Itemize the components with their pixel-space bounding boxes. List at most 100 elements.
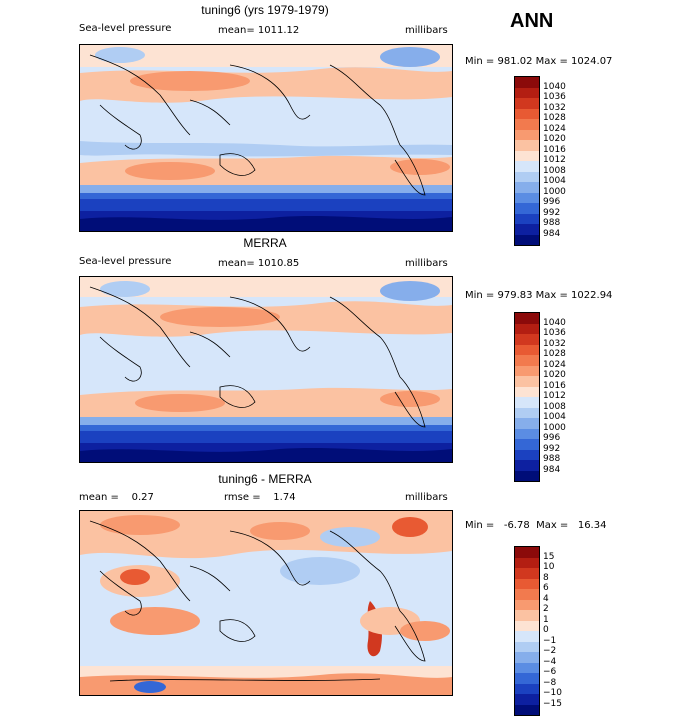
panel3-title: tuning6 - MERRA — [218, 472, 312, 486]
panel1-colorbar-swatch — [515, 98, 539, 109]
panel3-colorbar-swatch — [515, 652, 539, 663]
panel1-colorbar-tick-label: 1012 — [543, 155, 566, 165]
panel3-colorbar-tick-label: 2 — [543, 604, 549, 614]
panel1-colorbar-tick-label: 996 — [543, 197, 561, 207]
panel1-map-field — [80, 45, 452, 231]
panel2-title: MERRA — [243, 236, 287, 250]
panel3-colorbar-tick-label: 4 — [543, 593, 549, 604]
panel3-colorbar-swatch — [515, 589, 539, 600]
panel2-colorbar-tick-label: 1024 — [543, 359, 566, 370]
panel3-colorbar-tick-label: 6 — [543, 583, 549, 593]
panel3-colorbar-swatch — [515, 610, 539, 621]
panel1-colorbar-tick-label: 988 — [543, 218, 561, 228]
panel2-colorbar-swatch — [515, 460, 539, 471]
panel2-colorbar-swatch — [515, 397, 539, 408]
panel2-minmax: Min = 979.83 Max = 1022.94 — [465, 290, 613, 301]
panel2-colorbar-swatch — [515, 365, 539, 376]
panel2-colorbar-swatch — [515, 376, 539, 387]
panel2-colorbar-tick-label: 992 — [543, 443, 561, 454]
panel1-colorbar-tick-label: 984 — [543, 228, 561, 239]
panel1-colorbar-swatch — [515, 213, 539, 224]
panel2-colorbar-tick-label: 1020 — [543, 370, 566, 380]
panel2-colorbar-swatch — [515, 334, 539, 345]
panel2-colorbar-swatch — [515, 439, 539, 450]
panel1-mean-label: mean= 1011.12 — [218, 25, 300, 36]
panel1-colorbar-swatch — [515, 129, 539, 140]
panel2-colorbar-swatch — [515, 313, 539, 324]
panel3-units-label: millibars — [405, 492, 448, 503]
panel2-colorbar-tick-label: 996 — [543, 433, 561, 443]
panel2-colorbar-tick-label: 1008 — [543, 401, 566, 412]
panel3-mean-label: mean = 0.27 — [79, 492, 154, 503]
panel2-colorbar-swatch — [515, 355, 539, 366]
panel3-colorbar-swatch — [515, 620, 539, 631]
panel2-map — [79, 276, 453, 463]
panel2-colorbar-swatch — [515, 323, 539, 334]
panel3-colorbar-tick-label: 1 — [543, 614, 549, 625]
panel1-units-label: millibars — [405, 25, 448, 36]
panel1-colorbar-swatch — [515, 182, 539, 193]
panel3-map — [79, 510, 453, 696]
panel1-colorbar-tick-label: 1008 — [543, 165, 566, 176]
panel1-map — [79, 44, 453, 232]
panel2-colorbar-tick-label: 1012 — [543, 391, 566, 401]
panel3-colorbar-tick-label: 10 — [543, 562, 555, 572]
panel2-colorbar-swatch — [515, 386, 539, 397]
panel3-colorbar-tick-label: −1 — [543, 635, 557, 646]
panel3-colorbar-tick-label: 8 — [543, 572, 549, 583]
panel1-colorbar-swatch — [515, 192, 539, 203]
panel3-colorbar-swatch — [515, 547, 539, 558]
panel2-colorbar-tick-label: 1016 — [543, 380, 566, 391]
panel1-colorbar-tick-label: 1000 — [543, 186, 566, 197]
panel3-colorbar-swatch — [515, 578, 539, 589]
panel3-colorbar-tick-label: −6 — [543, 667, 557, 677]
panel1-colorbar-tick-label: 1036 — [543, 92, 566, 102]
panel3-colorbar-swatch — [515, 694, 539, 705]
panel1-colorbar-tick-label: 1016 — [543, 144, 566, 155]
panel1-colorbar-swatch — [515, 87, 539, 98]
panel2-colorbar — [514, 312, 540, 482]
panel3-minmax: Min = -6.78 Max = 16.34 — [465, 520, 607, 531]
panel3-colorbar-tick-label: 15 — [543, 551, 555, 562]
panel1-colorbar-swatch — [515, 161, 539, 172]
panel1-colorbar-swatch — [515, 140, 539, 151]
panel1-title: tuning6 (yrs 1979-1979) — [201, 3, 329, 17]
panel2-colorbar-tick-label: 1028 — [543, 349, 566, 359]
panel2-colorbar-tick-label: 1040 — [543, 317, 566, 328]
panel1-colorbar-tick-label: 1020 — [543, 134, 566, 144]
panel1-colorbar-swatch — [515, 224, 539, 235]
panel2-colorbar-swatch — [515, 407, 539, 418]
panel3-rmse-label: rmse = 1.74 — [224, 492, 296, 503]
panel2-mean-label: mean= 1010.85 — [218, 258, 300, 269]
panel3-colorbar-swatch — [515, 683, 539, 694]
panel3-colorbar-swatch — [515, 557, 539, 568]
panel1-variable-label: Sea-level pressure — [79, 23, 172, 34]
panel1-colorbar-swatch — [515, 234, 539, 245]
season-label: ANN — [510, 10, 554, 32]
panel3-colorbar-swatch — [515, 673, 539, 684]
panel1-colorbar — [514, 76, 540, 246]
panel2-colorbar-tick-label: 984 — [543, 464, 561, 475]
panel1-colorbar-swatch — [515, 119, 539, 130]
panel1-minmax: Min = 981.02 Max = 1024.07 — [465, 56, 613, 67]
panel2-colorbar-tick-label: 1036 — [543, 328, 566, 338]
panel2-map-field — [80, 277, 452, 462]
panel2-colorbar-swatch — [515, 418, 539, 429]
panel2-units-label: millibars — [405, 258, 448, 269]
panel3-colorbar — [514, 546, 540, 716]
panel3-colorbar-tick-label: −8 — [543, 677, 557, 688]
panel2-colorbar-swatch — [515, 449, 539, 460]
panel3-colorbar-swatch — [515, 641, 539, 652]
panel2-colorbar-tick-label: 1004 — [543, 412, 566, 422]
panel1-colorbar-tick-label: 992 — [543, 207, 561, 218]
panel3-colorbar-tick-label: −2 — [543, 646, 557, 656]
panel2-colorbar-tick-label: 1000 — [543, 422, 566, 433]
panel1-colorbar-swatch — [515, 108, 539, 119]
panel3-colorbar-tick-label: −4 — [543, 656, 557, 667]
panel2-colorbar-swatch — [515, 344, 539, 355]
panel2-colorbar-swatch — [515, 428, 539, 439]
panel1-colorbar-tick-label: 1040 — [543, 81, 566, 92]
panel1-colorbar-tick-label: 1028 — [543, 113, 566, 123]
panel3-colorbar-tick-label: −10 — [543, 688, 562, 698]
panel3-colorbar-tick-label: −15 — [543, 698, 562, 709]
